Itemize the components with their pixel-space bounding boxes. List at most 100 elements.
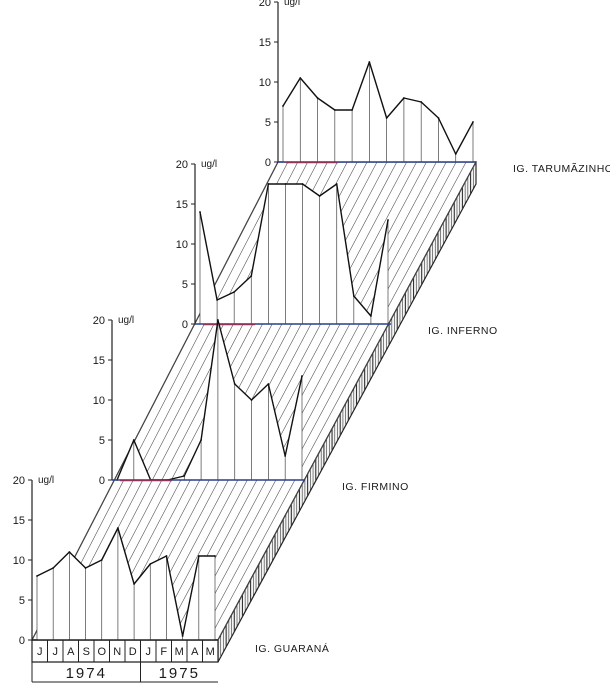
y-tick-label: 15 (259, 37, 271, 49)
month-label: A (191, 646, 199, 658)
series-area (283, 62, 473, 162)
series-area (117, 320, 302, 480)
data-point (316, 97, 319, 99)
data-point (318, 195, 321, 197)
platform-top-hatch (41, 161, 289, 641)
series-line (282, 61, 474, 155)
data-point (100, 559, 103, 561)
data-point (36, 575, 38, 577)
data-point (284, 183, 287, 185)
month-label: J (37, 646, 43, 658)
data-point (183, 475, 186, 477)
month-label: O (97, 646, 106, 658)
month-label: D (129, 646, 137, 658)
platform-top-hatch (189, 161, 447, 641)
year-label: 1974 (66, 665, 107, 682)
data-point (181, 635, 184, 637)
data-point (133, 583, 135, 585)
platform-top-hatch (208, 161, 467, 641)
data-point (333, 109, 336, 111)
data-point (52, 567, 55, 569)
y-tick-label: 10 (259, 77, 271, 89)
data-point (132, 439, 135, 441)
month-labels (47, 640, 203, 662)
unit-label: ug/l (284, 0, 300, 8)
y-tick-label: 5 (99, 435, 105, 447)
data-point (301, 183, 304, 185)
data-point (420, 101, 423, 103)
series-line (116, 319, 303, 481)
platform-top-hatch (199, 161, 457, 641)
y-tick-label: 5 (182, 279, 188, 291)
y-tick-label: 20 (176, 159, 188, 171)
data-point (165, 555, 168, 557)
data-point (117, 527, 119, 529)
month-label: A (67, 646, 75, 658)
site-label: IG. INFERNO (428, 325, 498, 337)
data-point (68, 551, 71, 553)
y-tick-label: 0 (99, 475, 105, 487)
y-tick-label: 20 (13, 475, 25, 487)
series-area (37, 528, 215, 640)
data-point (282, 105, 284, 107)
data-point (351, 109, 353, 111)
unit-label: ug/l (118, 315, 134, 326)
data-point (84, 567, 87, 569)
data-point (299, 77, 302, 79)
month-label: J (53, 646, 59, 658)
month-label: M (206, 646, 215, 658)
month-label: M (175, 646, 184, 658)
data-point (284, 455, 287, 457)
y-tick-label: 5 (265, 117, 271, 129)
unit-label: ug/l (201, 159, 217, 170)
data-point (233, 383, 236, 385)
month-label: N (113, 646, 121, 658)
month-label: F (160, 646, 167, 658)
y-tick-label: 20 (93, 315, 105, 327)
y-tick-label: 15 (13, 515, 25, 527)
series-area (200, 184, 388, 324)
data-point (267, 383, 270, 385)
y-tick-label: 15 (176, 199, 188, 211)
site-label: IG. FIRMINO (342, 481, 409, 493)
data-point (149, 563, 152, 565)
data-point (200, 439, 202, 441)
year-label: 1975 (159, 665, 200, 682)
series-line (36, 527, 215, 637)
data-point (454, 153, 457, 155)
data-point (197, 555, 200, 557)
month-label: J (146, 646, 152, 658)
y-tick-label: 10 (176, 239, 188, 251)
y-tick-label: 5 (19, 595, 25, 607)
data-point (472, 121, 474, 123)
panel-3 (274, 1, 476, 164)
platform-top-hatch (50, 161, 299, 641)
data-point (250, 275, 253, 277)
data-point (387, 219, 389, 221)
y-tick-label: 0 (19, 635, 25, 647)
year-labels (31, 662, 218, 683)
panel-1 (108, 319, 305, 482)
y-tick-label: 20 (259, 0, 271, 9)
data-point (217, 319, 219, 321)
y-tick-label: 10 (93, 395, 105, 407)
data-point (403, 97, 405, 99)
site-label: IG. GUARANÁ (255, 642, 329, 655)
unit-label: ug/l (38, 475, 54, 486)
y-tick-label: 15 (93, 355, 105, 367)
data-point (250, 399, 253, 401)
y-tick-label: 0 (265, 157, 271, 169)
y-tick-label: 10 (13, 555, 25, 567)
data-point (199, 211, 201, 213)
data-point (267, 183, 270, 185)
data-point (437, 117, 440, 119)
data-point (368, 61, 371, 63)
data-point (370, 315, 372, 317)
data-point (214, 555, 216, 557)
data-point (233, 291, 236, 293)
data-point (352, 295, 355, 297)
data-point (216, 299, 218, 301)
data-point (301, 375, 303, 377)
